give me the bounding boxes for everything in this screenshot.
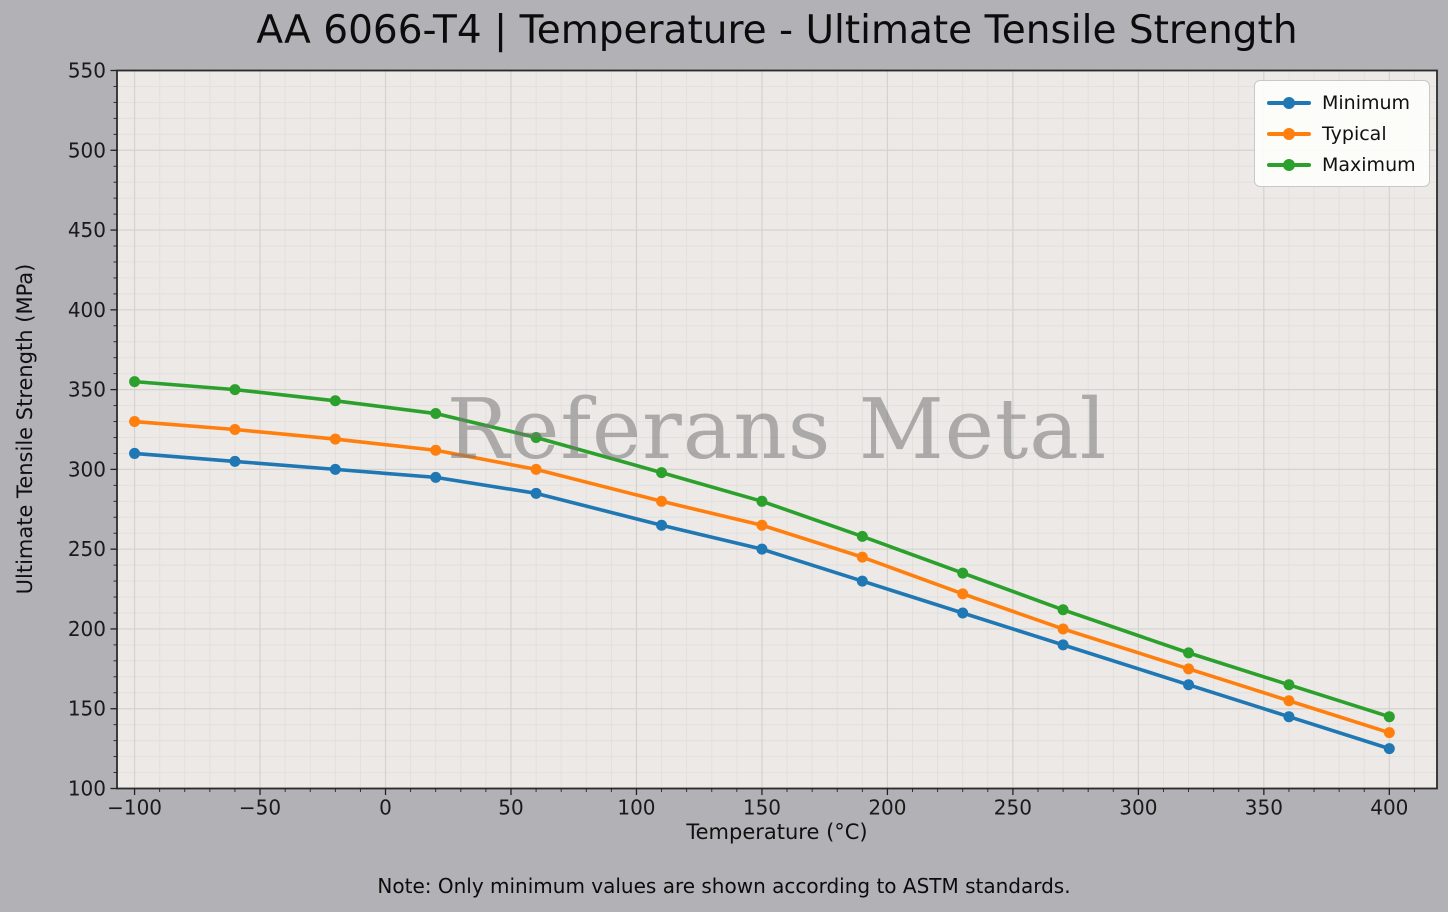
chart-title: AA 6066-T4 | Temperature - Ultimate Tens… [256,8,1298,53]
data-point-typical [1383,727,1395,739]
data-point-maximum [329,395,341,407]
y-tick-label: 150 [68,697,106,721]
data-point-minimum [329,463,341,475]
x-tick-label: 100 [617,796,655,820]
data-point-maximum [957,567,969,579]
data-point-minimum [430,471,442,483]
legend-item-typical: Typical [1267,120,1417,147]
legend-label: Maximum [1322,153,1416,176]
data-point-minimum [957,607,969,619]
y-tick-label: 400 [68,298,106,322]
data-point-typical [1283,695,1295,707]
axes-background [117,70,1437,789]
data-point-typical [329,433,341,445]
x-tick-label: 50 [498,796,523,820]
x-tick-label: 250 [994,796,1032,820]
data-point-typical [1057,623,1069,635]
x-axis-label: Temperature (°C) [686,820,868,844]
y-tick-label: 250 [68,537,106,561]
data-point-typical [430,444,442,456]
data-point-maximum [530,431,542,443]
data-point-typical [957,588,969,600]
data-point-minimum [1057,639,1069,651]
data-point-minimum [1383,743,1395,755]
data-point-maximum [1057,604,1069,616]
data-point-maximum [856,530,868,542]
data-point-minimum [530,487,542,499]
y-tick-label: 200 [68,617,106,641]
y-tick-label: 450 [68,218,106,242]
x-tick-label: 150 [743,796,781,820]
data-point-minimum [229,455,241,467]
minimum-line-swatch [1267,100,1311,105]
legend-label: Typical [1322,122,1387,145]
legend-label: Minimum [1322,91,1411,114]
x-tick-label: 400 [1370,796,1408,820]
data-point-typical [656,495,668,507]
data-point-maximum [129,376,141,388]
y-axis-label: Ultimate Tensile Strength (MPa) [13,263,37,595]
data-point-typical [229,424,241,435]
data-point-minimum [656,519,668,531]
y-tick-label: 350 [68,378,106,402]
x-tick-label: 300 [1119,796,1157,820]
legend-item-maximum: Maximum [1267,151,1417,178]
data-point-minimum [756,543,768,555]
x-tick-label: 200 [868,796,906,820]
y-tick-label: 300 [68,457,106,481]
y-tick-label: 550 [68,59,106,83]
legend: Minimum Typical Maximum [1254,80,1430,187]
data-point-typical [1183,663,1195,675]
legend-item-minimum: Minimum [1267,89,1417,116]
data-point-typical [129,416,141,428]
typical-line-swatch [1267,131,1311,136]
data-point-minimum [129,447,141,459]
axes-spines [116,69,1438,790]
x-tick-label: −100 [107,796,162,820]
data-point-maximum [756,495,768,507]
data-point-typical [856,551,868,563]
footnote: Note: Only minimum values are shown acco… [377,874,1071,898]
maximum-line-swatch [1267,162,1311,167]
data-point-minimum [856,575,868,587]
x-tick-label: −50 [239,796,281,820]
data-point-maximum [1383,711,1395,723]
data-point-maximum [430,408,442,420]
y-tick-label: 500 [68,138,106,162]
data-point-minimum [1283,711,1295,723]
data-point-maximum [656,467,668,479]
data-point-maximum [1283,679,1295,691]
data-point-typical [530,463,542,475]
data-point-typical [756,519,768,531]
x-tick-label: 0 [379,796,392,820]
y-tick-label: 100 [68,777,106,801]
data-point-maximum [1183,647,1195,659]
x-tick-label: 350 [1245,796,1283,820]
data-point-maximum [229,384,241,396]
data-point-minimum [1183,679,1195,691]
